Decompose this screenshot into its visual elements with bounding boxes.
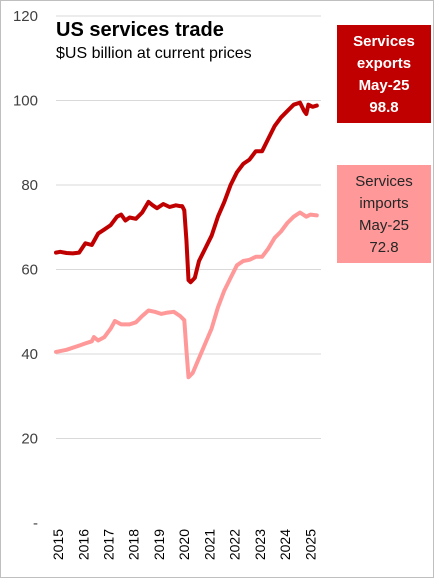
x-tick-label: 2022 <box>227 529 243 560</box>
y-tick-label: 120 <box>13 8 38 25</box>
imports-callout: Services imports May-25 72.8 <box>337 165 431 263</box>
y-axis-ticks: - 20 40 60 80 100 120 <box>13 8 38 532</box>
x-tick-label: 2021 <box>201 529 217 560</box>
imports-callout-date: May-25 <box>358 217 410 234</box>
y-tick-label: 40 <box>21 346 38 363</box>
exports-callout-value: 98.8 <box>369 99 399 116</box>
gridlines <box>56 15 321 439</box>
x-tick-label: 2015 <box>50 529 66 560</box>
imports-callout-line2: imports <box>359 195 409 212</box>
y-tick-label: 20 <box>21 431 38 448</box>
imports-callout-value: 72.8 <box>369 239 399 256</box>
x-tick-label: 2016 <box>75 529 91 560</box>
y-tick-label: - <box>33 515 38 532</box>
exports-callout-line2: exports <box>356 55 412 72</box>
imports-callout-line1: Services <box>355 173 413 190</box>
chart-title: US services trade <box>56 19 224 41</box>
x-tick-label: 2025 <box>302 529 318 560</box>
x-tick-label: 2024 <box>277 529 293 560</box>
x-tick-label: 2020 <box>176 529 192 560</box>
x-tick-label: 2018 <box>126 529 142 560</box>
x-tick-label: 2023 <box>252 529 268 560</box>
x-tick-label: 2019 <box>151 529 167 560</box>
x-tick-label: 2017 <box>100 529 116 560</box>
y-tick-label: 100 <box>13 93 38 110</box>
y-tick-label: 80 <box>21 177 38 194</box>
chart-subtitle: $US billion at current prices <box>56 45 252 62</box>
exports-callout-date: May-25 <box>358 77 410 94</box>
series-line-exports <box>54 100 319 285</box>
series-line-imports <box>54 210 319 380</box>
y-tick-label: 60 <box>21 262 38 279</box>
exports-callout-line1: Services <box>353 33 415 50</box>
series-lines <box>54 100 319 380</box>
x-axis-ticks: 2015 2016 2017 2018 2019 2020 2021 2022 2023 2024… <box>50 529 318 560</box>
exports-callout: Services exports May-25 98.8 <box>337 25 431 123</box>
